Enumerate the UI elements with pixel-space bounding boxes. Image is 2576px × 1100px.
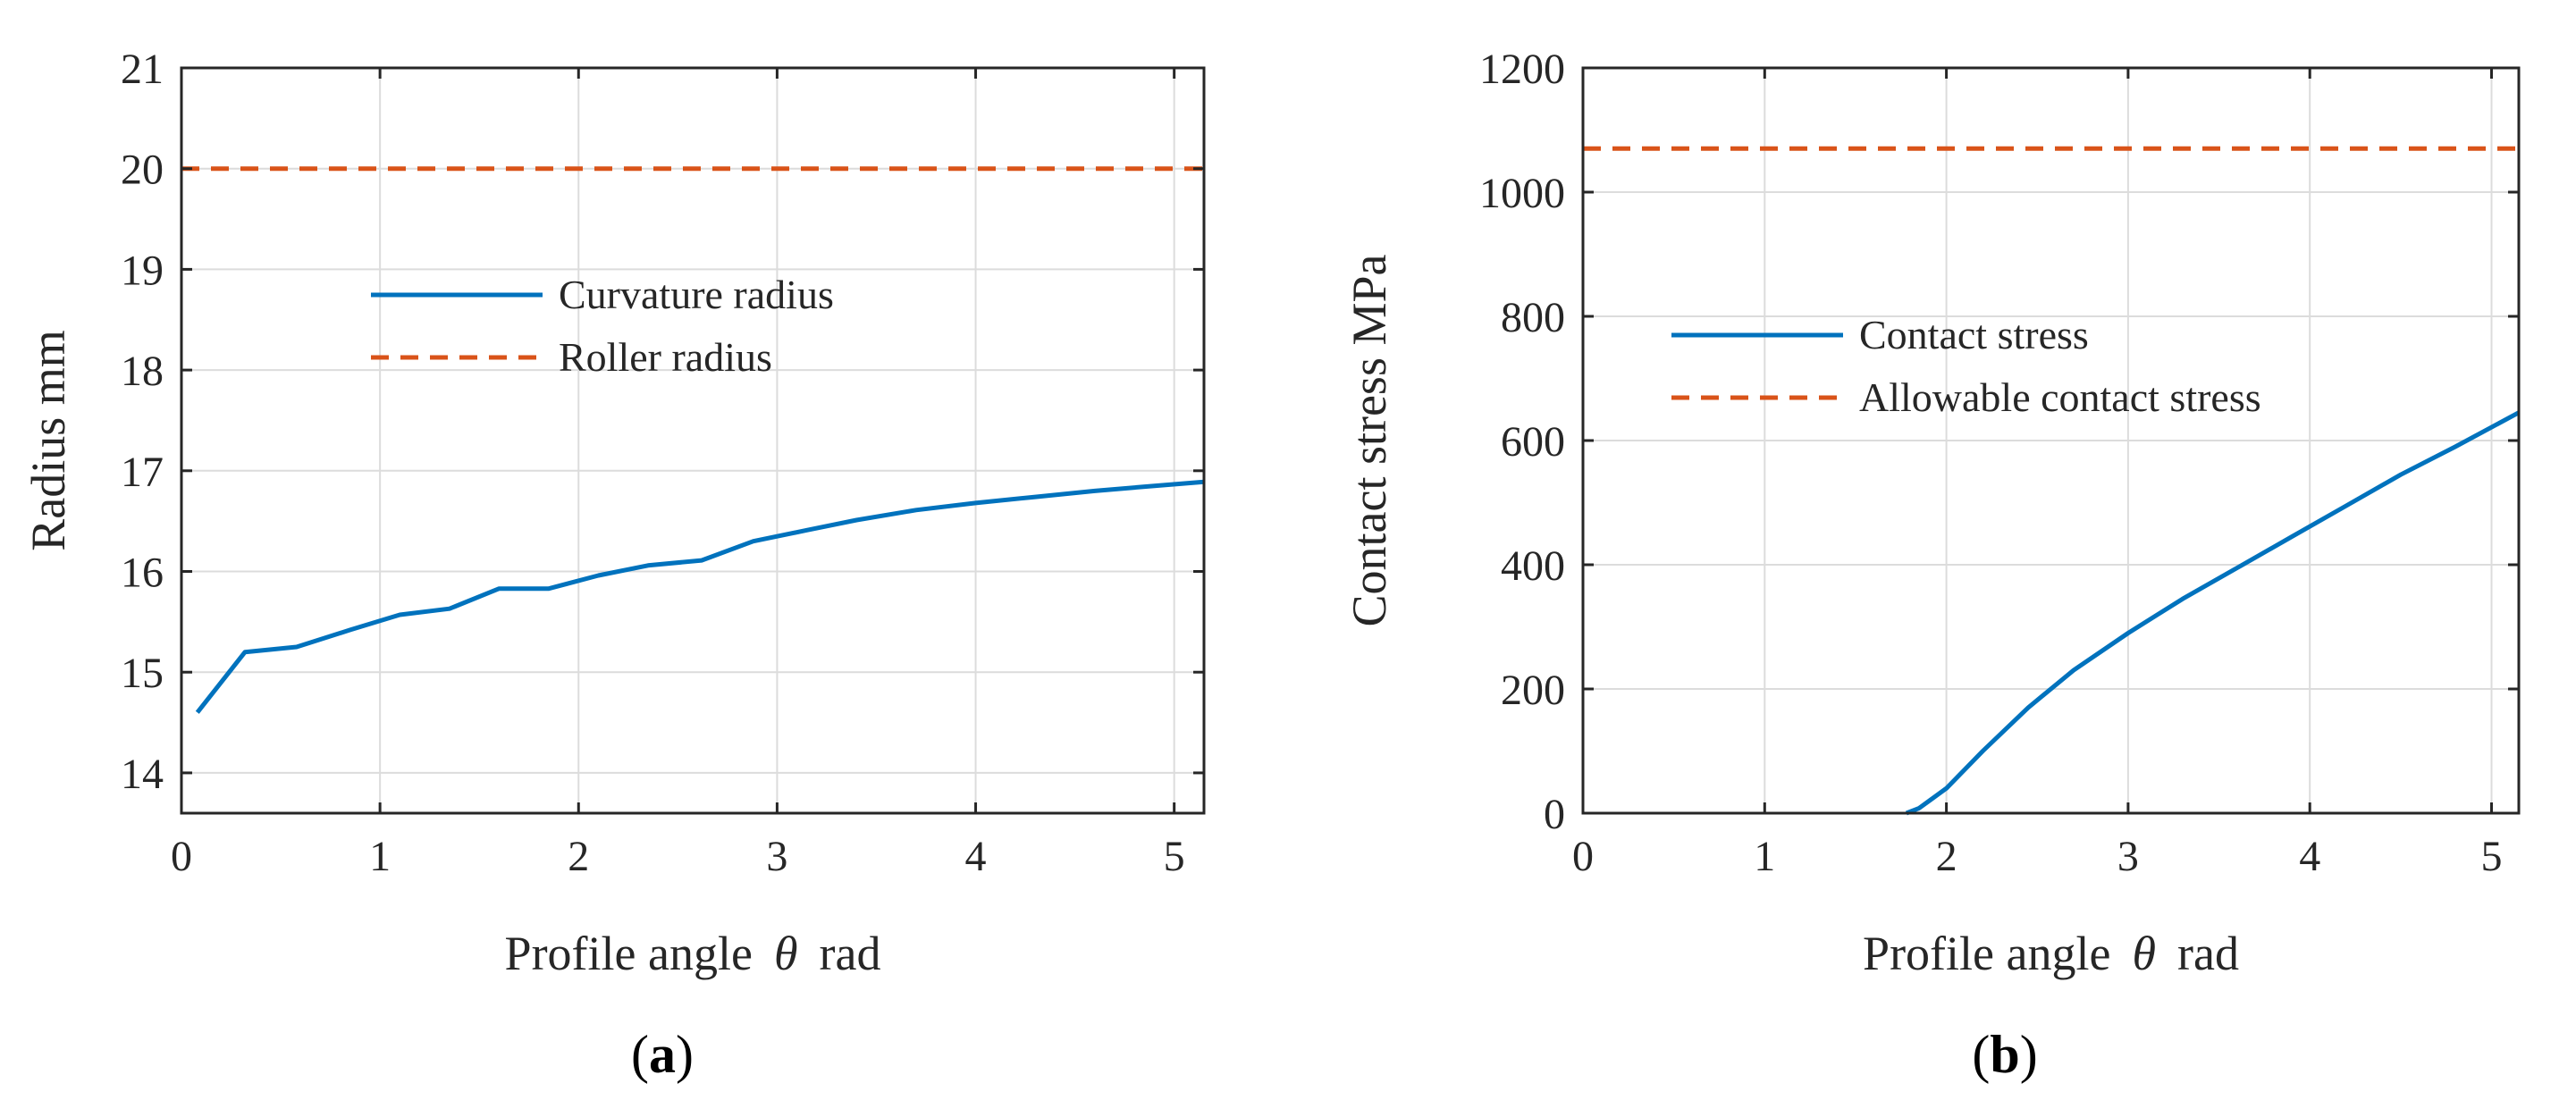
x-tick-label: 0: [1572, 833, 1594, 880]
ticks-a: 0 1 2 3 4 5 14 15 16 17 18 19 20 21: [121, 46, 1204, 880]
chart-contact-stress: 0 1 2 3 4 5 0 200 400 600 800 1000 1200 Contact stre…: [1343, 46, 2521, 980]
x-axis-label-b-pre: Profile angle: [1863, 927, 2110, 980]
y-tick-label: 15: [121, 650, 164, 697]
legend-b: Contact stress Allowable contact stress: [1671, 312, 2261, 420]
legend-label-contact-stress: Contact stress: [1859, 312, 2089, 357]
panel-label-b-open: (: [1972, 1025, 1990, 1084]
y-tick-label: 400: [1501, 542, 1565, 590]
panel-label-b: (b): [1972, 1025, 2037, 1084]
x-tick-label: 3: [2117, 833, 2139, 880]
x-tick-label: 0: [171, 833, 192, 880]
y-tick-label: 1200: [1479, 46, 1565, 93]
panel-label-a-open: (: [631, 1025, 649, 1084]
legend-a: Curvature radius Roller radius: [371, 272, 834, 380]
x-tick-label: 4: [965, 833, 987, 880]
x-axis-label-a-post: rad: [820, 927, 881, 980]
x-axis-label-b-post: rad: [2177, 927, 2239, 980]
x-tick-label: 2: [568, 833, 589, 880]
y-tick-label: 1000: [1479, 170, 1565, 217]
y-tick-label: 19: [121, 247, 164, 294]
series-line-contact-stress: [1905, 410, 2521, 816]
x-tick-label: 4: [2299, 833, 2320, 880]
x-tick-label: 1: [1754, 833, 1775, 880]
plot-frame-a: [180, 66, 1206, 815]
y-axis-label-b: Contact stress MPa: [1343, 254, 1396, 626]
ticks-b: 0 1 2 3 4 5 0 200 400 600 800 1000 1200: [1479, 46, 2519, 880]
y-tick-label: 20: [121, 147, 164, 194]
panel-label-a-close: ): [676, 1025, 694, 1084]
y-tick-label: 18: [121, 348, 164, 395]
y-tick-label: 0: [1544, 791, 1565, 838]
legend-label-curvature-radius: Curvature radius: [559, 272, 834, 317]
x-axis-label-a-pre: Profile angle: [505, 927, 753, 980]
theta-symbol-b: θ: [2132, 927, 2156, 980]
x-tick-label: 1: [369, 833, 391, 880]
x-axis-label-b: Profile angle θ rad: [1863, 927, 2239, 980]
chart-curvature-radius: 0 1 2 3 4 5 14 15 16 17 18 19 20 21 Curvature radius …: [21, 46, 1206, 980]
series-a: [181, 166, 1205, 714]
x-axis-label-a: Profile angle θ rad: [505, 927, 881, 980]
grid-b: [1583, 68, 2519, 813]
grid-a: [181, 68, 1204, 813]
y-tick-label: 200: [1501, 667, 1565, 714]
legend-label-roller-radius: Roller radius: [559, 334, 772, 380]
panel-label-a-letter: a: [649, 1025, 676, 1084]
panel-label-b-close: ): [2020, 1025, 2038, 1084]
x-tick-label: 3: [766, 833, 787, 880]
legend-label-allowable-contact-stress: Allowable contact stress: [1859, 374, 2261, 420]
x-tick-label: 5: [1164, 833, 1185, 880]
panel-label-b-letter: b: [1990, 1025, 2019, 1084]
panel-label-a: (a): [631, 1025, 694, 1084]
series-b: [1583, 146, 2521, 816]
x-tick-label: 5: [2481, 833, 2503, 880]
theta-symbol-a: θ: [774, 927, 798, 980]
y-tick-label: 600: [1501, 418, 1565, 466]
y-tick-label: 16: [121, 550, 164, 597]
y-tick-label: 17: [121, 449, 164, 496]
x-tick-label: 2: [1936, 833, 1957, 880]
y-axis-label-a: Radius mm: [21, 330, 75, 551]
y-tick-label: 21: [121, 46, 164, 93]
y-tick-label: 14: [121, 751, 164, 798]
series-line-curvature-radius: [195, 479, 1205, 714]
y-tick-label: 800: [1501, 294, 1565, 341]
